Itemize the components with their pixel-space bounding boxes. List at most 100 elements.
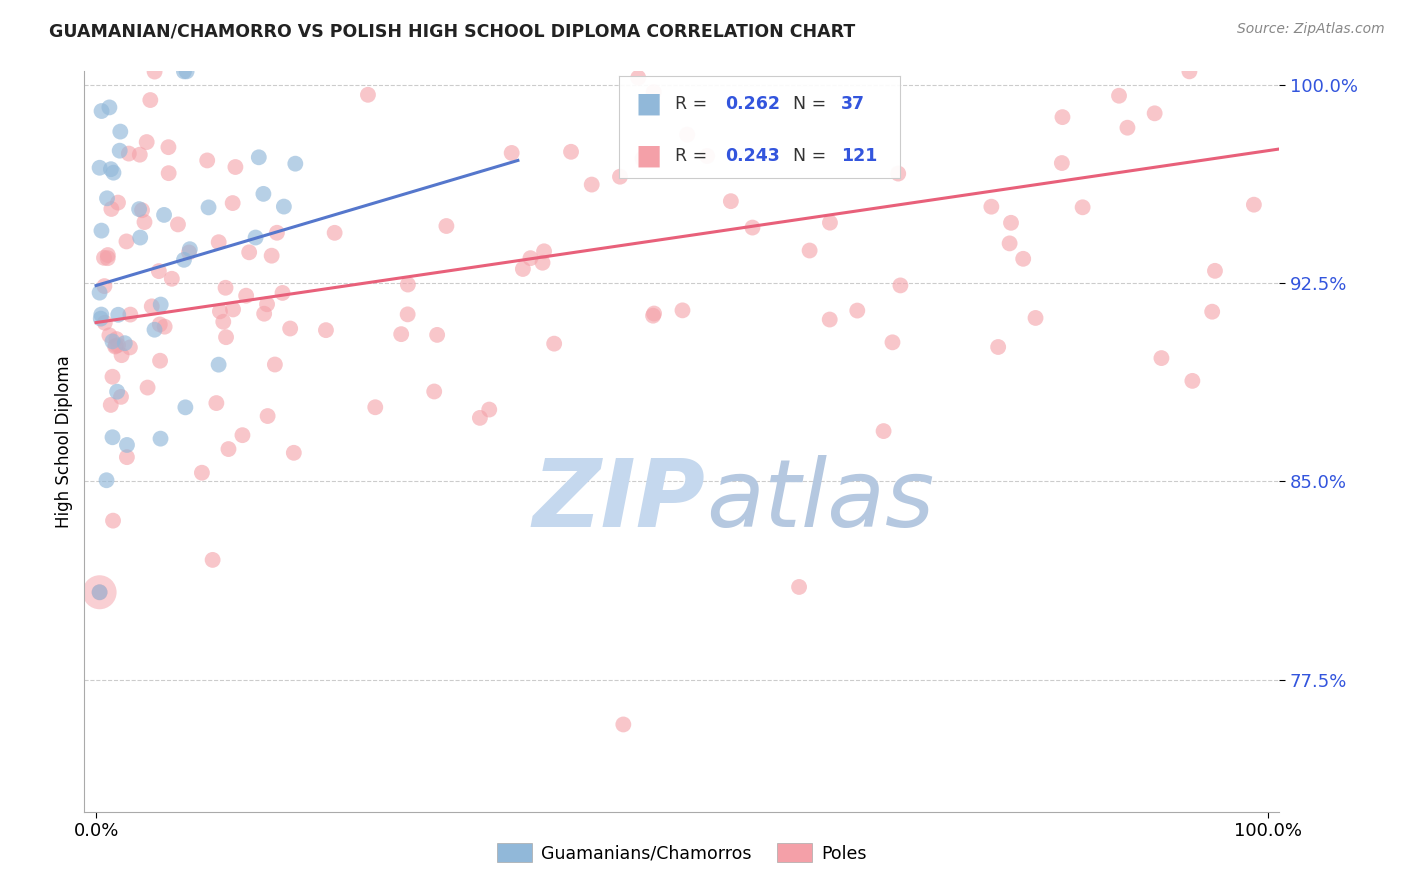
Text: 37: 37 [841,95,865,112]
Point [1178,64,1201,78]
Point [887,167,910,181]
Point [115,235,138,249]
Point [581,178,603,192]
Point [118,340,141,354]
Point [108,144,131,158]
Point [97,248,120,262]
Point [278,321,301,335]
Point [889,278,911,293]
Point [90,311,112,326]
Point [176,64,198,78]
Point [1050,156,1073,170]
Point [89,585,111,599]
Point [214,281,236,295]
Point [104,339,127,353]
Point [323,226,346,240]
Point [141,299,163,313]
Text: 121: 121 [841,147,877,165]
Point [148,264,170,278]
Point [501,145,523,160]
Point [222,302,245,317]
Point [1116,120,1139,135]
Point [128,147,150,161]
Point [89,585,111,599]
Point [998,236,1021,251]
Point [284,156,307,170]
Point [179,242,201,256]
Point [423,384,446,399]
Point [364,401,387,415]
Point [627,70,650,85]
Point [139,93,162,107]
Point [107,195,129,210]
Point [128,202,150,216]
Point [531,256,554,270]
Text: R =: R = [675,147,713,165]
Point [818,216,841,230]
Point [252,186,274,201]
Point [643,306,665,320]
Point [149,297,172,311]
Point [89,585,111,599]
Point [256,409,278,423]
Point [149,318,172,332]
Point [96,473,118,487]
Point [1025,310,1047,325]
Point [100,162,122,177]
Point [468,410,491,425]
Point [105,332,128,346]
Point [94,316,117,330]
Point [560,145,582,159]
Point [1243,197,1265,211]
Point [643,85,665,99]
Point [90,308,112,322]
Point [173,64,195,78]
Point [118,146,141,161]
Point [253,307,276,321]
Point [205,396,228,410]
Point [478,402,501,417]
Point [256,297,278,311]
Point [208,235,231,250]
Point [110,125,132,139]
Point [676,128,699,142]
Point [720,194,742,209]
Point [426,327,449,342]
Text: 0.262: 0.262 [725,95,780,112]
Point [115,450,138,464]
Text: Source: ZipAtlas.com: Source: ZipAtlas.com [1237,22,1385,37]
Point [1150,351,1173,365]
Point [153,208,176,222]
Text: R =: R = [675,95,713,112]
Point [98,328,121,343]
Text: ■: ■ [636,89,662,118]
Point [100,202,122,216]
Point [149,432,172,446]
Text: N =: N = [793,95,832,112]
Point [97,251,120,265]
Point [266,226,288,240]
Text: N =: N = [793,147,832,165]
Point [98,100,121,114]
Point [143,64,166,78]
Point [101,369,124,384]
Point [247,150,270,164]
Point [143,323,166,337]
Point [389,327,412,342]
Point [100,398,122,412]
Point [167,218,190,232]
Point [115,438,138,452]
Point [741,220,763,235]
Point [238,245,260,260]
Point [543,336,565,351]
Point [173,252,195,267]
Point [207,358,229,372]
Point [110,348,132,362]
Point [1143,106,1166,120]
Point [1012,252,1035,266]
Point [174,401,197,415]
Point [215,330,238,344]
Point [135,135,157,149]
Point [105,384,128,399]
Point [315,323,337,337]
